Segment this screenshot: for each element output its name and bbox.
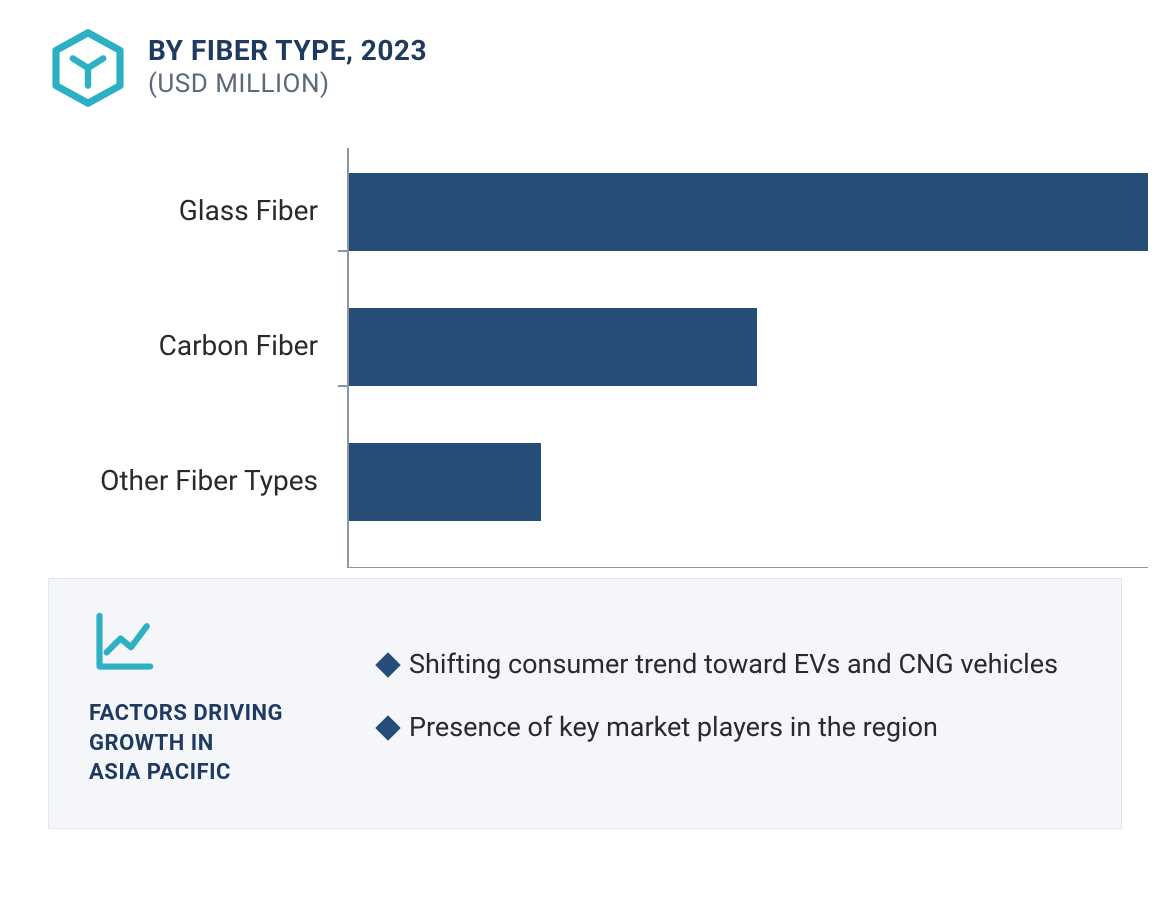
line-chart-icon [89,607,159,677]
factors-title: FACTORS DRIVING GROWTH IN ASIA PACIFIC [89,699,339,788]
chart-header: BY FIBER TYPE, 2023 (USD MILLION) [48,28,1122,108]
bar-chart: Glass Fiber Carbon Fiber Other Fiber Types [48,138,1122,568]
bar [349,308,757,386]
factor-item: Shifting consumer trend toward EVs and C… [379,647,1058,682]
factor-text: Shifting consumer trend toward EVs and C… [409,647,1058,682]
bar [349,443,541,521]
factors-list: Shifting consumer trend toward EVs and C… [379,607,1058,773]
factors-title-line: FACTORS DRIVING [89,701,283,726]
hexagon-cube-icon [48,28,128,108]
diamond-bullet-icon [375,715,400,740]
factors-left-col: FACTORS DRIVING GROWTH IN ASIA PACIFIC [89,607,339,788]
diamond-bullet-icon [375,652,400,677]
bar-category-label: Glass Fiber [48,194,318,228]
bar-category-label: Carbon Fiber [48,329,318,363]
factor-text: Presence of key market players in the re… [409,710,938,745]
factor-item: Presence of key market players in the re… [379,710,1058,745]
infographic-container: BY FIBER TYPE, 2023 (USD MILLION) Glass … [0,0,1170,909]
factors-card: FACTORS DRIVING GROWTH IN ASIA PACIFIC S… [48,578,1122,829]
bar-category-label: Other Fiber Types [48,464,318,498]
bar [349,173,1148,251]
factors-title-line: ASIA PACIFIC [89,760,231,785]
factors-title-line: GROWTH IN [89,731,214,756]
chart-title: BY FIBER TYPE, 2023 [148,34,427,67]
title-block: BY FIBER TYPE, 2023 (USD MILLION) [148,28,427,99]
chart-subtitle: (USD MILLION) [148,69,427,99]
